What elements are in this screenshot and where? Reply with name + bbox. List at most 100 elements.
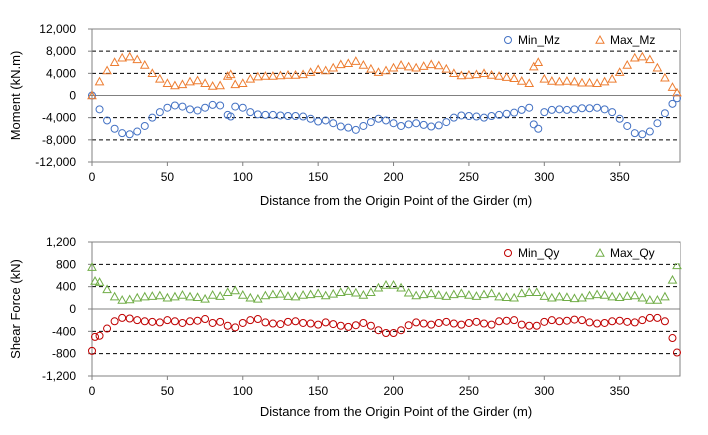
chart2-point-Min_Qy xyxy=(208,318,217,327)
chart1-point-Max_Mz xyxy=(592,78,602,88)
chart1-point-Min_Mz xyxy=(487,112,496,121)
chart1-y-tick-label: -12,000 xyxy=(35,155,76,169)
chart1-point-Max_Mz xyxy=(479,68,489,78)
chart2-point-Max_Qy xyxy=(283,291,293,300)
chart1-point-Min_Mz xyxy=(495,110,504,119)
chart1-point-Min_Mz xyxy=(238,103,247,112)
chart1-point-Max_Mz xyxy=(533,57,544,66)
chart1-point-Max_Mz xyxy=(320,65,331,75)
chart2-point-Min_Qy xyxy=(427,320,436,329)
chart2-y-tick-label: 1,200 xyxy=(46,235,76,249)
chart1-point-Min_Mz xyxy=(351,125,360,134)
chart1-series-Min_Mz xyxy=(88,91,681,139)
chart2-point-Max_Qy xyxy=(501,292,512,301)
chart2-point-Min_Qy xyxy=(472,317,481,326)
chart2-point-Min_Qy xyxy=(231,323,240,332)
chart2-point-Max_Qy xyxy=(350,287,361,297)
chart2-point-Min_Qy xyxy=(91,332,100,341)
chart1-y-tick-label: 4,000 xyxy=(46,66,76,80)
chart2-point-Max_Qy xyxy=(562,292,572,301)
chart1-point-Max_Mz xyxy=(275,70,286,80)
chart2-point-Min_Qy xyxy=(299,318,308,327)
chart2-point-Min_Qy xyxy=(404,321,413,330)
chart2-point-Max_Qy xyxy=(154,290,165,300)
chart2-point-Max_Qy xyxy=(667,274,678,284)
chart2-point-Min_Qy xyxy=(238,318,247,327)
chart1-x-tick-label: 200 xyxy=(384,170,404,184)
chart1-point-Min_Mz xyxy=(314,117,323,126)
chart2-x-tick-label: 150 xyxy=(308,384,328,398)
chart2-point-Min_Qy xyxy=(510,316,519,325)
chart1-x-tick-label: 150 xyxy=(308,170,328,184)
chart2-point-Min_Qy xyxy=(540,317,549,326)
chart1-point-Min_Mz xyxy=(186,105,194,114)
chart1-point-Max_Mz xyxy=(433,60,444,70)
chart1-point-Min_Mz xyxy=(600,105,609,114)
chart1-point-Min_Mz xyxy=(261,110,270,119)
chart1-point-Max_Mz xyxy=(350,56,361,65)
chart2-point-Min_Qy xyxy=(125,314,134,323)
chart1-point-Min_Mz xyxy=(645,127,654,136)
chart2-point-Max_Qy xyxy=(305,289,316,299)
chart2-point-Min_Qy xyxy=(118,313,127,322)
chart1-point-Min_Mz xyxy=(555,105,564,114)
chart1-point-Max_Mz xyxy=(672,87,682,97)
chart2-point-Min_Qy xyxy=(155,318,164,327)
chart2-point-Min_Qy xyxy=(382,329,390,338)
chart2-point-Min_Qy xyxy=(246,316,255,325)
chart2-point-Max_Qy xyxy=(448,289,459,299)
chart1-point-Max_Mz xyxy=(486,69,497,79)
chart2-point-Max_Qy xyxy=(207,290,218,299)
chart1-point-Min_Mz xyxy=(103,116,112,125)
chart1-point-Max_Mz xyxy=(170,80,180,90)
chart1-point-Min_Mz xyxy=(140,121,149,130)
chart2-point-Max_Qy xyxy=(275,288,286,298)
chart2-point-Min_Qy xyxy=(495,317,504,326)
chart1-point-Max_Mz xyxy=(448,68,459,78)
chart2-legend: Min_Qy Max_Qy xyxy=(474,243,680,263)
chart2-point-Min_Qy xyxy=(186,317,194,326)
chart2-point-Max_Qy xyxy=(215,291,226,300)
chart2-point-Min_Qy xyxy=(366,321,375,330)
chart2-point-Min_Qy xyxy=(660,317,669,326)
chart1-point-Max_Mz xyxy=(528,61,539,71)
chart1-point-Min_Mz xyxy=(291,112,300,121)
chart2-point-Min_Qy xyxy=(329,320,338,329)
chart2-x-tick-label: 0 xyxy=(89,384,96,398)
chart1-point-Min_Mz xyxy=(672,94,681,103)
chart1-point-Min_Mz xyxy=(510,108,519,117)
chart1-y-tick-label: 12,000 xyxy=(39,22,76,36)
chart2-legend-label: Max_Qy xyxy=(610,246,655,260)
chart1-point-Min_Mz xyxy=(502,109,511,118)
chart2-point-Max_Qy xyxy=(373,282,384,292)
chart1-point-Min_Mz xyxy=(517,105,526,114)
chart1-point-Max_Mz xyxy=(456,70,467,80)
chart2-point-Max_Qy xyxy=(464,290,474,299)
chart2-point-Max_Qy xyxy=(644,295,655,304)
chart2-point-Max_Qy xyxy=(509,292,520,302)
chart1-y-tick-label: -8,000 xyxy=(42,133,76,147)
chart1-point-Max_Mz xyxy=(313,64,324,74)
chart2-point-Max_Qy xyxy=(584,290,595,300)
chart2-point-Max_Qy xyxy=(335,287,346,296)
chart1-point-Min_Mz xyxy=(585,104,594,113)
chart2-legend-marker xyxy=(595,247,605,257)
chart1-x-axis-title: Distance from the Origin Point of the Gi… xyxy=(260,193,532,208)
chart1-point-Max_Mz xyxy=(185,76,195,86)
chart1-point-Max_Mz xyxy=(132,54,143,64)
chart1-point-Min_Mz xyxy=(155,108,164,117)
chart1-point-Max_Mz xyxy=(403,61,414,71)
chart2-point-Max_Qy xyxy=(494,291,504,301)
chart2-point-Min_Qy xyxy=(585,318,594,327)
chart2-point-Max_Qy xyxy=(516,288,527,298)
chart1-point-Min_Mz xyxy=(163,103,172,112)
chart2: 1,200 800 400 0 -400 -800 -1,200 0 50 100 150 200 25… xyxy=(8,235,682,419)
chart1-point-Max_Mz xyxy=(237,78,248,88)
chart2-y-tick-label: 800 xyxy=(56,257,76,271)
chart2-point-Max_Qy xyxy=(192,292,203,301)
chart1-x-tick-label: 100 xyxy=(233,170,253,184)
chart1-legend-box xyxy=(474,30,680,50)
chart2-point-Min_Qy xyxy=(419,319,428,328)
chart1-point-Min_Mz xyxy=(276,111,285,120)
